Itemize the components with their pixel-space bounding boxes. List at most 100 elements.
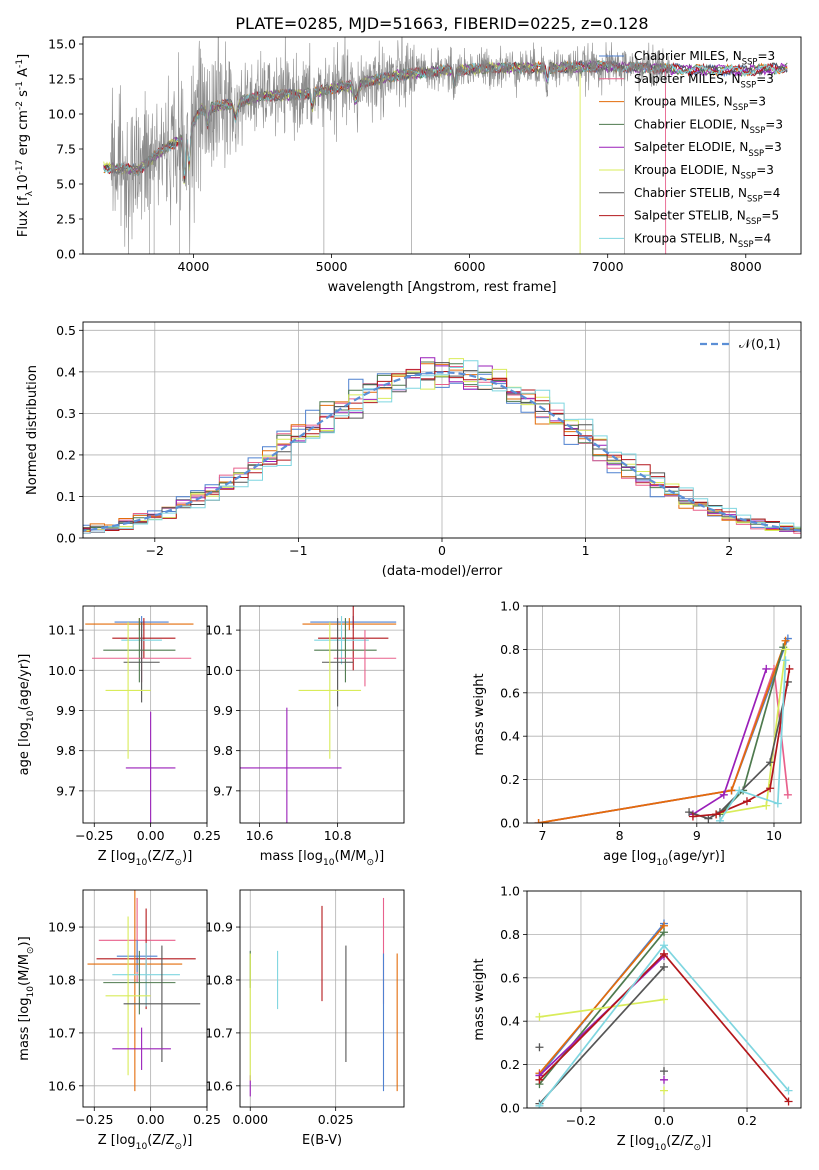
legend-label-kroupa_stelib: Kroupa STELIB, NSSP=4	[634, 231, 771, 249]
y-tick-label: 0.0	[500, 816, 520, 831]
y-tick-label: 0.0	[56, 531, 76, 546]
weight-marker-kroupa_miles	[781, 636, 790, 645]
grid	[527, 605, 801, 824]
axes-border	[239, 889, 405, 1108]
y-tick-label: 9.8	[213, 743, 233, 758]
weight-marker-kroupa_elodie	[660, 1086, 668, 1095]
weight-marker-salpeter_stelib	[688, 812, 697, 821]
plot-area	[85, 616, 194, 823]
y-axis-label: mass weight	[472, 958, 487, 1040]
y-tick-label: 1.0	[500, 599, 520, 614]
y-tick-label: 0.1	[56, 489, 76, 504]
normal-curve	[83, 371, 801, 532]
x-tick-label: 5000	[316, 259, 348, 274]
y-tick-label: 10.1	[48, 623, 76, 638]
weight-marker-salpeter_stelib	[660, 949, 668, 958]
y-tick-label: 0.4	[500, 1014, 520, 1029]
y-tick-label: 10.8	[205, 972, 233, 987]
weight-marker-kroupa_stelib	[773, 799, 782, 808]
weight-marker-salpeter_stelib	[785, 664, 794, 673]
axes-frame: 10.6 10.8 9.7 9.8 9.9 10.0 10.1 mass [log10(M/M…	[205, 605, 405, 868]
histogram-chabrier_miles	[83, 373, 801, 531]
histogram-kroupa_elodie	[83, 358, 801, 531]
x-tick-label: 7000	[592, 259, 624, 274]
weight-line-chabrier_stelib	[538, 966, 665, 1105]
y-tick-label: 0.6	[500, 970, 520, 985]
weight-marker-kroupa_stelib	[535, 1101, 544, 1108]
x-axis-label: wavelength [Angstrom, rest frame]	[328, 280, 557, 295]
x-axis-label: (data-model)/error	[382, 564, 503, 579]
legend-label-salpeter_stelib: Salpeter STELIB, NSSP=5	[634, 209, 779, 227]
spectrum-legend: Chabrier MILES, NSSP=3 Salpeter MILES, NS…	[599, 49, 783, 249]
y-tick-label: 0.0	[56, 247, 76, 262]
y-tick-label: 0.2	[56, 447, 76, 462]
weight-marker-kroupa_stelib	[660, 941, 668, 950]
weight-marker-kroupa_elodie	[660, 995, 668, 1004]
x-tick-label: −1	[289, 543, 307, 558]
y-tick-label: 10.0	[205, 663, 233, 678]
y-tick-label: 0.4	[56, 364, 76, 379]
y-tick-label: 12.5	[48, 72, 76, 87]
axes-border	[82, 605, 208, 824]
y-tick-label: 0.2	[500, 1057, 520, 1072]
y-tick-label: 10.0	[48, 663, 76, 678]
data-spectrum	[110, 37, 671, 254]
y-tick-label: 9.8	[56, 743, 76, 758]
weight-marker-chabrier_elodie	[660, 928, 668, 937]
legend-label-salpeter_elodie: Salpeter ELODIE, NSSP=3	[634, 140, 782, 158]
weight-marker-chabrier_stelib	[660, 962, 668, 971]
legend-label-chabrier_miles: Chabrier MILES, NSSP=3	[634, 49, 775, 67]
weight-marker-salpeter_stelib	[535, 1075, 544, 1084]
figure-title: PLATE=0285, MJD=51663, FIBERID=0225, z=0…	[235, 14, 648, 33]
axes-weight_vs_age: 7 8 9 10 0.0 0.2 0.4 0.6 0.8 1.0 age [log10(age/yr…	[472, 599, 802, 868]
weight-line-kroupa_elodie	[539, 998, 665, 1018]
y-tick-label: 9.7	[56, 783, 76, 798]
axes-residuals: −2 −1 0 1 2 0.0 0.1 0.2 0.3 0.4 0.5 (data-model)/er…	[25, 321, 802, 579]
weight-line-salpeter_elodie	[692, 668, 768, 816]
y-tick-label: 9.9	[56, 703, 76, 718]
weight-marker-salpeter_elodie	[660, 1075, 668, 1084]
weight-marker-chabrier_stelib	[766, 758, 775, 767]
weight-marker-kroupa_elodie	[781, 645, 790, 654]
legend-label-chabrier_elodie: Chabrier ELODIE, NSSP=3	[634, 117, 783, 135]
x-tick-label: 10.8	[324, 828, 352, 843]
y-axis-label: mass weight	[472, 673, 487, 755]
y-tick-label: 5.0	[56, 177, 76, 192]
y-tick-label: 10.7	[48, 1025, 76, 1040]
x-axis-label: Z [log10(Z/Z⊙)]	[98, 1133, 193, 1152]
weight-marker-salpeter_stelib	[742, 797, 751, 806]
plot-area	[103, 37, 788, 254]
legend-label-kroupa_miles: Kroupa MILES, NSSP=3	[634, 95, 766, 113]
axes-frame: 7 8 9 10 0.0 0.2 0.4 0.6 0.8 1.0 age [log10(age/yr…	[472, 599, 802, 868]
weight-marker-kroupa_miles	[727, 786, 736, 795]
axes-border	[82, 889, 208, 1108]
weight-line-kroupa_stelib	[719, 660, 787, 822]
weight-marker-salpeter_miles	[783, 790, 792, 799]
y-tick-label: 0.6	[500, 685, 520, 700]
x-tick-label: 10.6	[246, 828, 274, 843]
axes-frame: 4000 5000 6000 7000 8000 0.0 2.5 5.0 7.5 10.0 12.5…	[15, 37, 802, 295]
x-tick-label: 0.0	[654, 1113, 674, 1128]
x-tick-label: −0.25	[75, 1112, 113, 1127]
y-tick-label: 1.0	[500, 884, 520, 899]
weight-line-kroupa_miles	[538, 925, 665, 1074]
legend-label-kroupa_elodie: Kroupa ELODIE, NSSP=3	[634, 163, 774, 181]
x-axis-label: Z [log10(Z/Z⊙)]	[98, 849, 193, 868]
y-axis-label: Flux [fλ10-17 erg cm-2 s-1 A-1]	[15, 54, 35, 237]
x-tick-label: 4000	[178, 259, 210, 274]
x-tick-label: −2	[146, 543, 164, 558]
x-axis-label: mass [log10(M/M⊙)]	[260, 849, 384, 868]
x-tick-label: 10	[766, 828, 782, 843]
plot-area	[534, 634, 794, 823]
weight-marker-kroupa_elodie	[762, 801, 771, 810]
x-axis-label: age [log10(age/yr)]	[603, 849, 725, 868]
plot-area	[83, 357, 801, 534]
weight-marker-chabrier_stelib	[685, 808, 694, 817]
axes-age_vs_mass: 10.6 10.8 9.7 9.8 9.9 10.0 10.1 mass [log10(M/M…	[205, 605, 405, 868]
x-tick-label: 0.25	[193, 828, 221, 843]
x-tick-label: 1	[582, 543, 590, 558]
y-tick-label: 0.3	[56, 406, 76, 421]
weight-marker-kroupa_stelib	[735, 786, 744, 795]
plot-area	[240, 606, 397, 823]
y-tick-label: 7.5	[56, 142, 76, 157]
